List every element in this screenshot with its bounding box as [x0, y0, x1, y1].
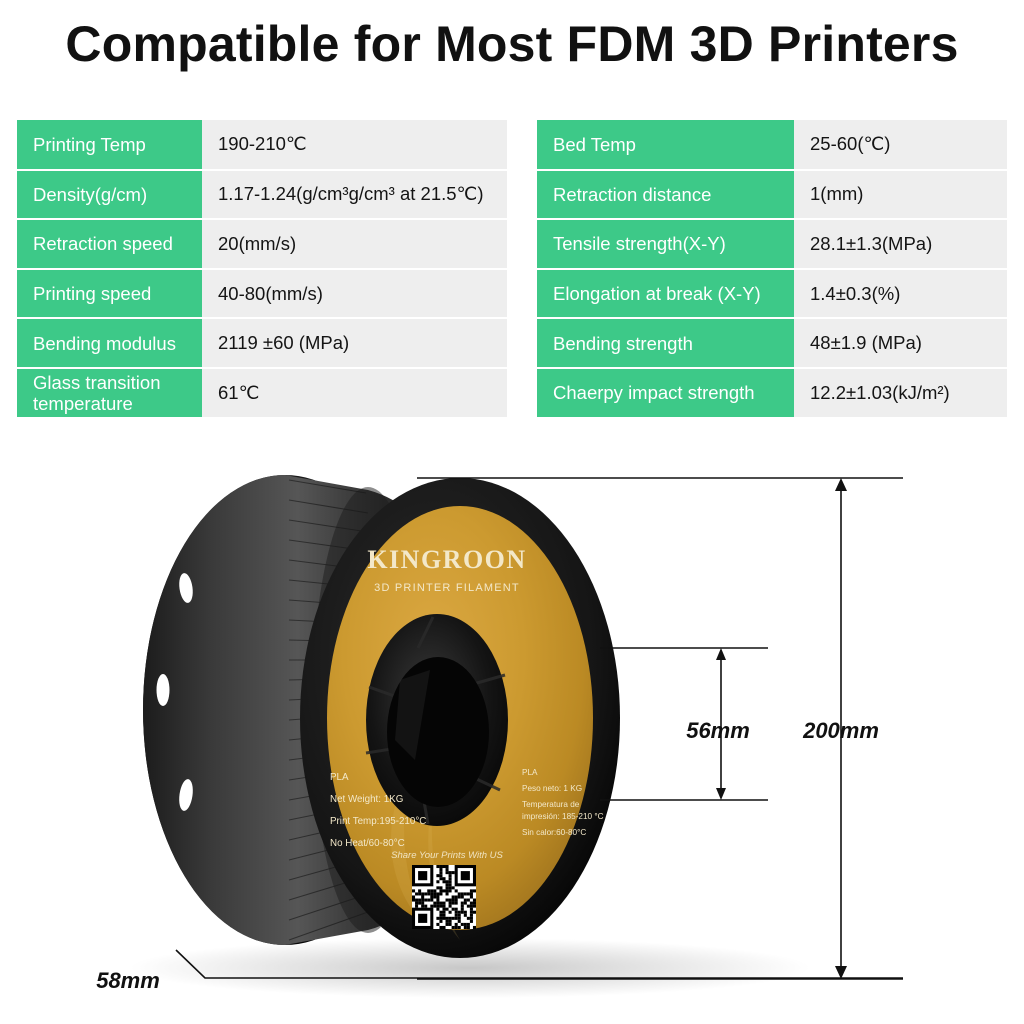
svg-text:3D PRINTER FILAMENT: 3D PRINTER FILAMENT — [374, 582, 520, 594]
svg-text:Peso neto: 1 KG: Peso neto: 1 KG — [522, 784, 582, 793]
svg-text:PLA: PLA — [330, 772, 349, 783]
svg-text:Net Weight: 1KG: Net Weight: 1KG — [330, 794, 403, 805]
svg-text:Temperatura de: Temperatura de — [522, 800, 580, 809]
svg-text:No Heat/60-80°C: No Heat/60-80°C — [330, 838, 405, 849]
svg-text:PLA: PLA — [522, 768, 538, 777]
svg-text:Share Your Prints With US: Share Your Prints With US — [391, 850, 503, 861]
svg-text:KINGROON: KINGROON — [367, 545, 526, 574]
svg-text:Print Temp:195-210°C: Print Temp:195-210°C — [330, 816, 426, 827]
svg-text:impresión: 185-210 °C: impresión: 185-210 °C — [522, 812, 604, 821]
svg-text:Sin calor:60-80°C: Sin calor:60-80°C — [522, 828, 586, 837]
